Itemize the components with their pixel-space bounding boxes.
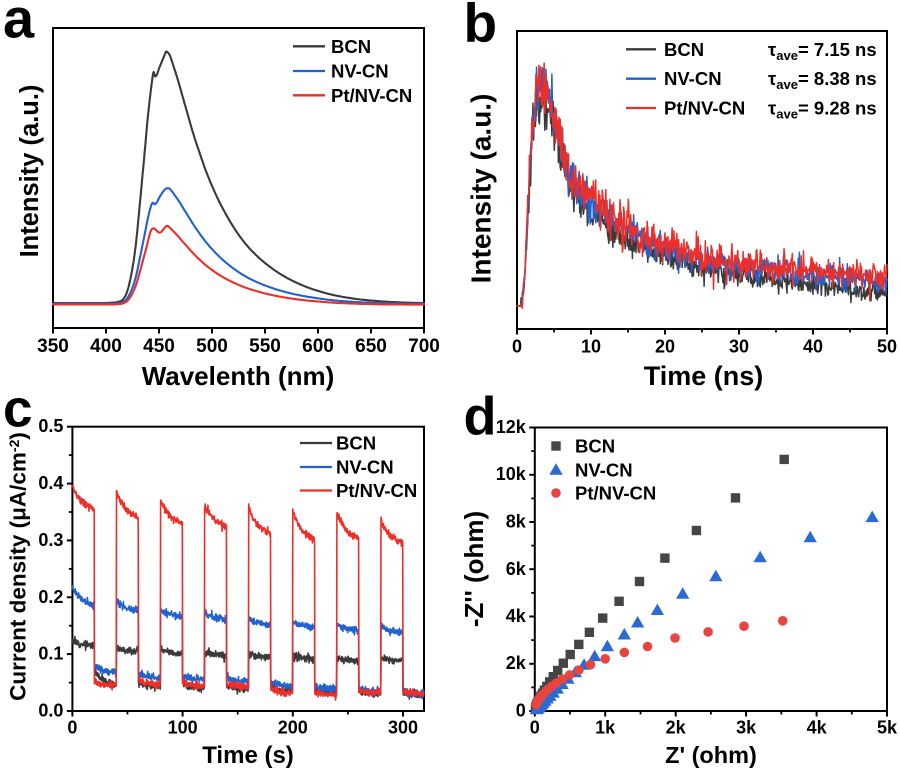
svg-text:10: 10	[581, 337, 601, 357]
svg-text:450: 450	[143, 336, 175, 357]
svg-text:6k: 6k	[506, 559, 527, 579]
svg-text:τave= 7.15 ns: τave= 7.15 ns	[768, 39, 877, 63]
svg-text:0: 0	[512, 337, 522, 357]
svg-text:τave= 9.28 ns: τave= 9.28 ns	[768, 98, 877, 122]
svg-text:650: 650	[355, 336, 387, 357]
svg-text:Pt/NV-CN: Pt/NV-CN	[664, 98, 745, 119]
svg-text:Time (s): Time (s)	[202, 742, 294, 769]
svg-text:Time (ns): Time (ns)	[644, 361, 764, 391]
svg-text:300: 300	[388, 718, 418, 738]
svg-text:550: 550	[249, 336, 281, 357]
svg-text:b: b	[464, 0, 498, 53]
svg-text:d: d	[464, 387, 497, 447]
svg-text:0: 0	[67, 718, 77, 738]
svg-text:NV-CN: NV-CN	[336, 457, 394, 478]
svg-text:NV-CN: NV-CN	[575, 460, 633, 481]
svg-text:Current density (μA/cm-2): Current density (μA/cm-2)	[6, 432, 31, 701]
svg-text:Intensity (a.u.): Intensity (a.u.)	[466, 94, 497, 284]
svg-text:NV-CN: NV-CN	[664, 68, 722, 89]
svg-text:0.0: 0.0	[38, 701, 63, 721]
svg-text:8k: 8k	[506, 512, 527, 532]
svg-text:-Z'' (ohm): -Z'' (ohm)	[459, 511, 489, 627]
svg-text:BCN: BCN	[331, 36, 371, 57]
svg-text:2k: 2k	[506, 653, 527, 673]
svg-text:0.3: 0.3	[38, 530, 63, 550]
svg-text:700: 700	[408, 336, 440, 357]
svg-text:NV-CN: NV-CN	[331, 61, 389, 82]
svg-text:Pt/NV-CN: Pt/NV-CN	[336, 480, 417, 501]
svg-text:0: 0	[516, 701, 526, 721]
svg-text:4k: 4k	[807, 718, 828, 738]
svg-text:5k: 5k	[877, 718, 898, 738]
svg-text:Z' (ohm): Z' (ohm)	[665, 742, 757, 768]
svg-text:500: 500	[196, 336, 228, 357]
svg-text:400: 400	[90, 336, 122, 357]
svg-text:1k: 1k	[595, 718, 616, 738]
svg-text:0.2: 0.2	[38, 587, 63, 607]
svg-text:600: 600	[302, 336, 334, 357]
svg-text:0.1: 0.1	[38, 644, 63, 664]
svg-text:3k: 3k	[736, 718, 757, 738]
svg-text:40: 40	[803, 337, 823, 357]
svg-text:BCN: BCN	[664, 39, 704, 60]
svg-text:BCN: BCN	[336, 433, 376, 454]
svg-text:20: 20	[655, 337, 675, 357]
svg-text:10k: 10k	[496, 464, 527, 484]
svg-text:350: 350	[37, 336, 69, 357]
svg-text:0.4: 0.4	[38, 473, 63, 493]
svg-text:c: c	[3, 380, 32, 439]
svg-text:0.5: 0.5	[38, 416, 63, 436]
svg-text:BCN: BCN	[575, 436, 615, 457]
svg-text:Pt/NV-CN: Pt/NV-CN	[575, 483, 656, 504]
svg-text:a: a	[3, 0, 35, 50]
svg-text:Wavelenth (nm): Wavelenth (nm)	[142, 361, 335, 391]
svg-text:Pt/NV-CN: Pt/NV-CN	[331, 85, 412, 106]
svg-text:Intensity (a.u.): Intensity (a.u.)	[16, 85, 44, 258]
svg-text:2k: 2k	[666, 718, 687, 738]
svg-text:100: 100	[168, 718, 198, 738]
svg-text:12k: 12k	[496, 417, 527, 437]
svg-text:4k: 4k	[506, 606, 527, 626]
svg-text:50: 50	[877, 337, 897, 357]
svg-text:0: 0	[530, 718, 540, 738]
svg-text:30: 30	[729, 337, 749, 357]
svg-text:200: 200	[278, 718, 308, 738]
